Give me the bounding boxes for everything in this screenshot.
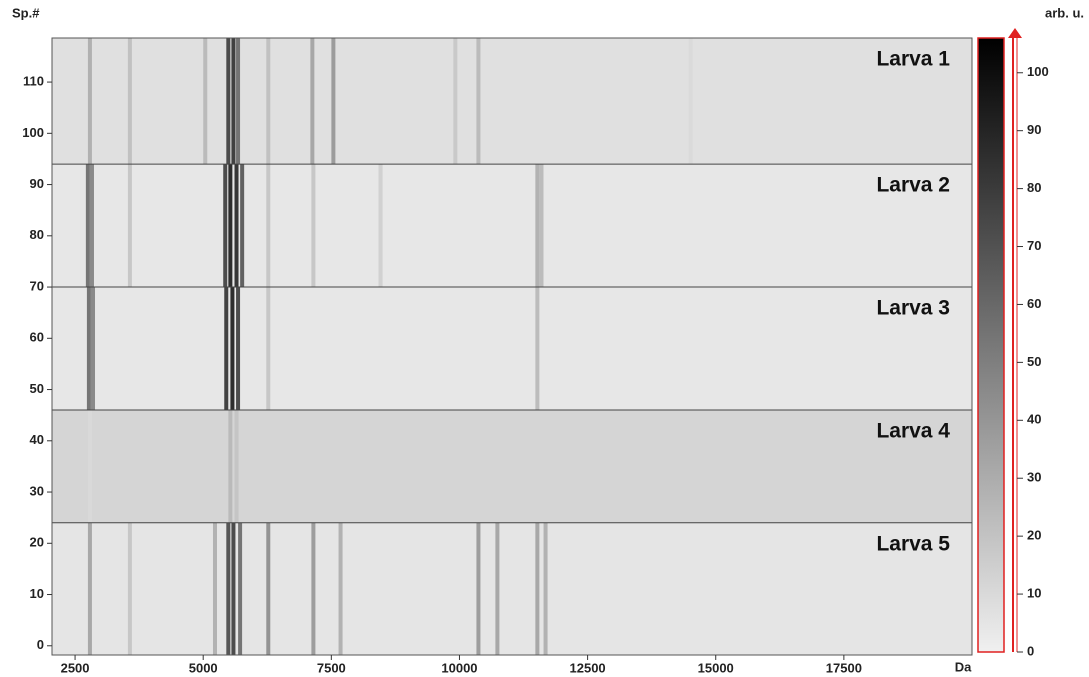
band — [311, 164, 315, 287]
group-label: Larva 3 — [876, 297, 950, 320]
colorbar-arrow — [1008, 28, 1022, 38]
band — [235, 164, 239, 287]
y-tick-label: 70 — [30, 278, 44, 293]
y-tick-label: 100 — [22, 125, 44, 140]
colorbar-tick-label: 80 — [1027, 180, 1041, 195]
y-tick-label: 80 — [30, 227, 44, 242]
band — [535, 287, 539, 410]
band — [339, 523, 343, 655]
chart: Sp.# Da arb. u. Larva 1 Larva 2 Larva 3 Lar… — [0, 0, 1089, 677]
group-background — [52, 287, 972, 410]
y-tick-label: 20 — [30, 535, 44, 550]
colorbar-tick-label: 30 — [1027, 470, 1041, 485]
band — [228, 164, 232, 287]
band — [236, 38, 240, 164]
colorbar-tick-label: 40 — [1027, 412, 1041, 427]
y-tick-label: 40 — [30, 432, 44, 447]
colorbar-tick-label: 50 — [1027, 354, 1041, 369]
y-tick-label: 50 — [30, 381, 44, 396]
band — [331, 38, 335, 164]
band — [226, 38, 230, 164]
colorbar-tick-label: 70 — [1027, 238, 1041, 253]
band — [228, 410, 232, 523]
band — [90, 164, 94, 287]
band — [535, 523, 539, 655]
band — [235, 410, 239, 523]
band — [379, 164, 383, 287]
band — [311, 523, 315, 655]
band — [240, 164, 244, 287]
band — [224, 287, 228, 410]
band — [266, 287, 270, 410]
band — [226, 523, 230, 655]
band — [203, 38, 207, 164]
band — [128, 164, 132, 287]
band — [213, 523, 217, 655]
band — [266, 38, 270, 164]
x-unit-label: Da — [955, 659, 972, 674]
colorbar — [978, 38, 1004, 652]
band — [128, 38, 132, 164]
band — [88, 410, 92, 523]
band — [238, 523, 242, 655]
band — [266, 523, 270, 655]
band — [476, 523, 480, 655]
group-label: Larva 5 — [876, 532, 950, 555]
colorbar-tick-label: 100 — [1027, 64, 1049, 79]
colorbar-tick-label: 20 — [1027, 528, 1041, 543]
x-tick-label: 5000 — [189, 660, 218, 675]
band — [689, 38, 693, 164]
band — [88, 523, 92, 655]
y-tick-label: 10 — [30, 586, 44, 601]
y-tick-label: 0 — [37, 637, 44, 652]
band — [544, 523, 548, 655]
colorbar-tick-label: 0 — [1027, 643, 1034, 658]
band — [476, 38, 480, 164]
x-tick-label: 10000 — [441, 660, 477, 675]
band — [539, 164, 543, 287]
colorbar-tick-label: 90 — [1027, 122, 1041, 137]
y-axis-label: Sp.# — [12, 5, 40, 20]
group-background — [52, 410, 972, 523]
group-background — [52, 523, 972, 655]
x-tick-label: 2500 — [61, 660, 90, 675]
band — [231, 38, 235, 164]
band — [535, 164, 539, 287]
y-tick-label: 30 — [30, 483, 44, 498]
group-label: Larva 1 — [876, 48, 950, 71]
band — [453, 38, 457, 164]
band — [91, 287, 95, 410]
group-background — [52, 38, 972, 164]
colorbar-label: arb. u. — [1045, 5, 1084, 20]
x-tick-label: 17500 — [826, 660, 862, 675]
colorbar-tick-label: 10 — [1027, 586, 1041, 601]
band — [88, 38, 92, 164]
colorbar-tick-label: 60 — [1027, 296, 1041, 311]
y-tick-label: 60 — [30, 330, 44, 345]
y-tick-label: 110 — [23, 74, 44, 89]
band — [495, 523, 499, 655]
group-label: Larva 4 — [876, 420, 950, 443]
group-background — [52, 164, 972, 287]
x-tick-label: 12500 — [570, 660, 606, 675]
y-tick-label: 90 — [30, 176, 44, 191]
band — [231, 523, 235, 655]
band — [230, 287, 234, 410]
x-tick-label: 7500 — [317, 660, 346, 675]
band — [86, 164, 90, 287]
band — [266, 164, 270, 287]
band — [223, 164, 227, 287]
x-tick-label: 15000 — [698, 660, 734, 675]
band — [87, 287, 91, 410]
band — [310, 38, 314, 164]
band — [128, 523, 132, 655]
group-label: Larva 2 — [876, 174, 950, 197]
band — [236, 287, 240, 410]
